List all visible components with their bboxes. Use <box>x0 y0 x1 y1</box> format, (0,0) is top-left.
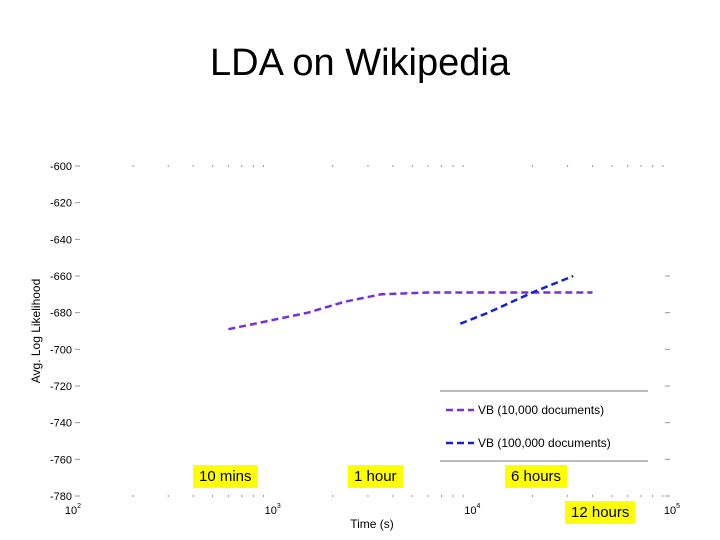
x-tick-label: 102 <box>65 503 81 517</box>
y-tick-label: -760 <box>50 454 72 466</box>
y-tick-label: -620 <box>50 198 72 210</box>
callout-6-hours: 6 hours <box>505 465 568 488</box>
y-tick-label: -660 <box>50 271 72 283</box>
series-line-1 <box>228 291 593 331</box>
x-axis-label: Time (s) <box>350 517 394 531</box>
legend-label-1: VB (10,000 documents) <box>478 403 604 417</box>
legend-label-2: VB (100,000 documents) <box>478 436 611 450</box>
callout-10-mins: 10 mins <box>193 465 258 488</box>
chart-legend: VB (10,000 documents) VB (100,000 documen… <box>440 390 648 462</box>
series-line-2 <box>459 274 574 325</box>
y-tick-label: -740 <box>50 418 72 430</box>
y-tick-label: -600 <box>50 161 72 173</box>
x-tick-label: 104 <box>464 503 480 517</box>
y-tick-label: -640 <box>50 234 72 246</box>
x-tick-label: 103 <box>265 503 281 517</box>
x-tick-label: 105 <box>664 503 680 517</box>
y-axis-label: Avg. Log Likelihood <box>29 279 43 384</box>
chart-axes: -600 -620 -640 -660 -680 -700 -720 -740 -760 -780… <box>29 161 680 531</box>
callout-12-hours: 12 hours <box>565 501 636 524</box>
y-tick-label: -700 <box>50 344 72 356</box>
y-tick-label: -780 <box>50 491 72 503</box>
y-tick-label: -680 <box>50 308 72 320</box>
slide-title: LDA on Wikipedia <box>210 42 510 84</box>
chart-lines <box>228 274 593 331</box>
y-tick-label: -720 <box>50 381 72 393</box>
callout-1-hour: 1 hour <box>348 465 403 488</box>
legend-box <box>440 391 648 461</box>
